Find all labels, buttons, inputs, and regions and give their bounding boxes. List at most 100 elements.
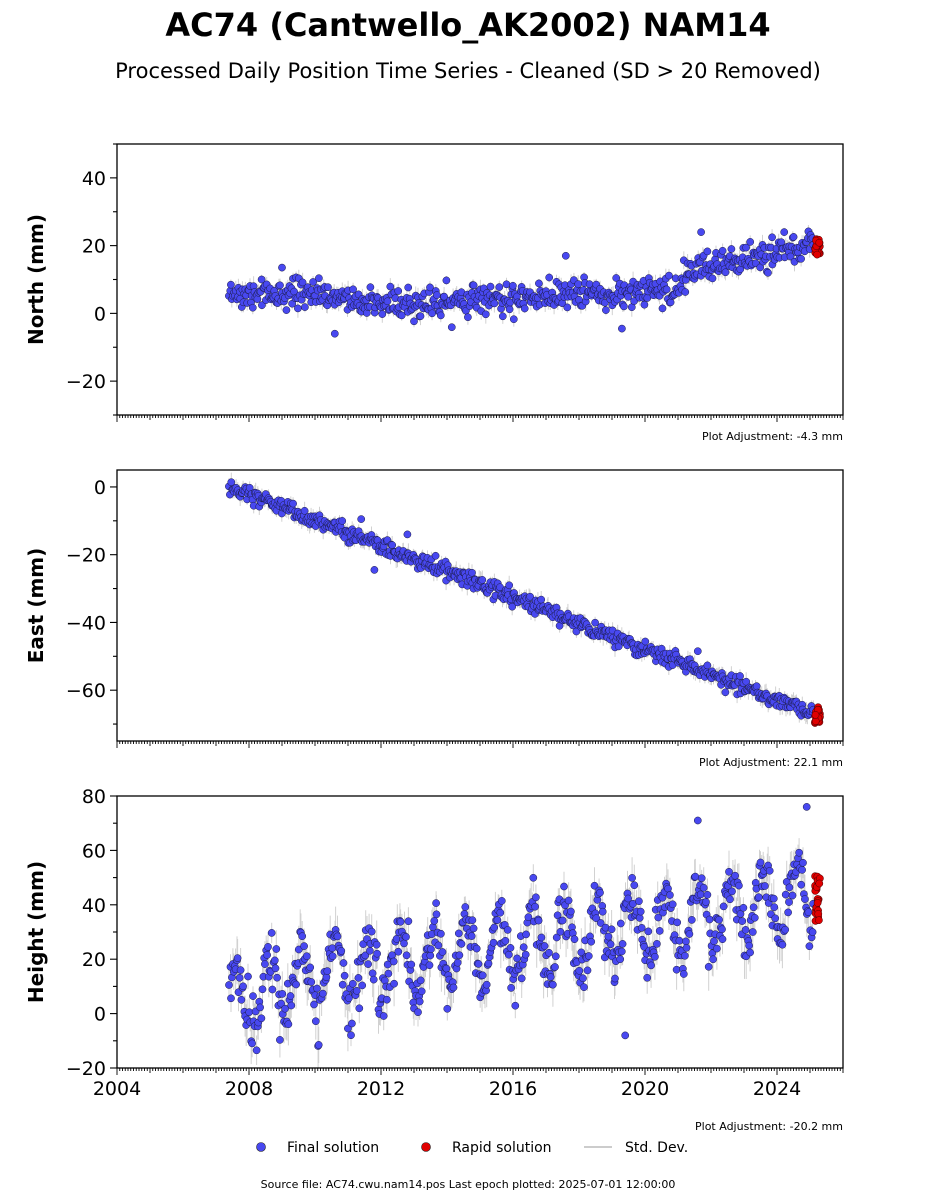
final-point (364, 960, 372, 968)
axes-frame (116, 795, 844, 1069)
final-point (745, 941, 753, 950)
final-point (590, 881, 599, 890)
final-point (253, 295, 262, 303)
final-point (658, 304, 667, 313)
rapid-solution-points (811, 235, 824, 259)
final-point (752, 682, 761, 691)
final-point (558, 916, 567, 925)
final-point (261, 960, 269, 968)
axes-frame (116, 469, 844, 742)
final-point (546, 973, 555, 981)
final-point (358, 981, 367, 990)
final-point (328, 952, 337, 961)
final-point (742, 243, 750, 252)
final-point (780, 228, 789, 236)
final-point (754, 893, 763, 902)
final-point (746, 948, 754, 957)
final-point (432, 899, 440, 907)
final-point (587, 937, 596, 946)
final-point (736, 672, 744, 680)
final-point (338, 980, 347, 989)
final-point (302, 952, 311, 961)
final-point (252, 1046, 261, 1055)
final-point (278, 990, 287, 998)
final-point (636, 907, 645, 916)
y-tick-label: 60 (82, 840, 106, 862)
final-point (664, 884, 672, 893)
final-point (282, 306, 291, 314)
final-outlier-point (370, 566, 379, 574)
final-point (366, 946, 374, 955)
final-point (524, 913, 533, 922)
y-axis-label: North (mm) (24, 214, 48, 345)
final-point (425, 961, 434, 970)
final-point (628, 874, 636, 882)
final-point (257, 275, 266, 284)
final-outlier-point (621, 1031, 630, 1040)
plot-area (225, 472, 824, 727)
y-tick-label: −20 (66, 545, 106, 567)
legend-final-label: Final solution (287, 1140, 379, 1156)
final-point (620, 302, 628, 311)
final-point (313, 984, 321, 993)
final-outlier-point (618, 324, 626, 333)
final-point (665, 271, 673, 280)
final-point (284, 1020, 293, 1029)
final-point (366, 283, 375, 292)
final-point (681, 951, 689, 960)
final-point (287, 1001, 296, 1010)
panel-1: −20 0 20 40 North (mm) Plot Adjustment: -4.3 … (24, 143, 844, 443)
final-point (457, 940, 466, 948)
final-point (489, 938, 498, 947)
final-point (416, 312, 425, 321)
final-point (396, 917, 405, 926)
final-point (781, 925, 790, 934)
final-point (300, 506, 309, 515)
final-point (352, 986, 361, 995)
final-point (761, 882, 769, 890)
final-point (798, 866, 806, 874)
rapid-point (813, 899, 822, 907)
final-point (537, 595, 546, 604)
final-point (433, 291, 441, 299)
final-point (703, 247, 712, 256)
final-point (407, 960, 416, 969)
final-point (681, 937, 690, 946)
final-point (801, 895, 809, 903)
final-point (386, 282, 395, 291)
final-point (522, 930, 530, 939)
final-point (616, 955, 625, 964)
final-point (579, 974, 587, 983)
final-point (738, 917, 747, 925)
final-point (442, 964, 451, 973)
final-point (651, 952, 659, 961)
final-point (276, 281, 284, 290)
final-point (367, 927, 376, 936)
final-point (431, 551, 440, 560)
final-point (699, 883, 708, 892)
final-point (673, 918, 682, 927)
final-point (509, 281, 517, 290)
final-point (532, 893, 540, 902)
x-tick-label: 2016 (489, 1078, 537, 1100)
final-point (474, 960, 483, 968)
final-point (286, 992, 295, 1000)
final-point (606, 940, 615, 949)
final-point (244, 972, 252, 981)
final-point (635, 897, 643, 906)
final-point (715, 915, 723, 924)
panel-2: −60 −40 −20 0 East (mm) Plot Adjustment: 22.1… (24, 469, 844, 769)
final-point (596, 919, 605, 927)
y-tick-label: −40 (66, 612, 106, 634)
final-point (727, 245, 736, 253)
final-point (691, 872, 700, 881)
final-point (503, 926, 512, 934)
final-point (624, 292, 632, 301)
final-point (718, 935, 727, 944)
final-point (591, 618, 599, 627)
final-point (703, 661, 712, 670)
final-point (273, 973, 281, 982)
final-point (394, 287, 403, 295)
final-point (437, 929, 445, 938)
final-point (469, 924, 478, 933)
